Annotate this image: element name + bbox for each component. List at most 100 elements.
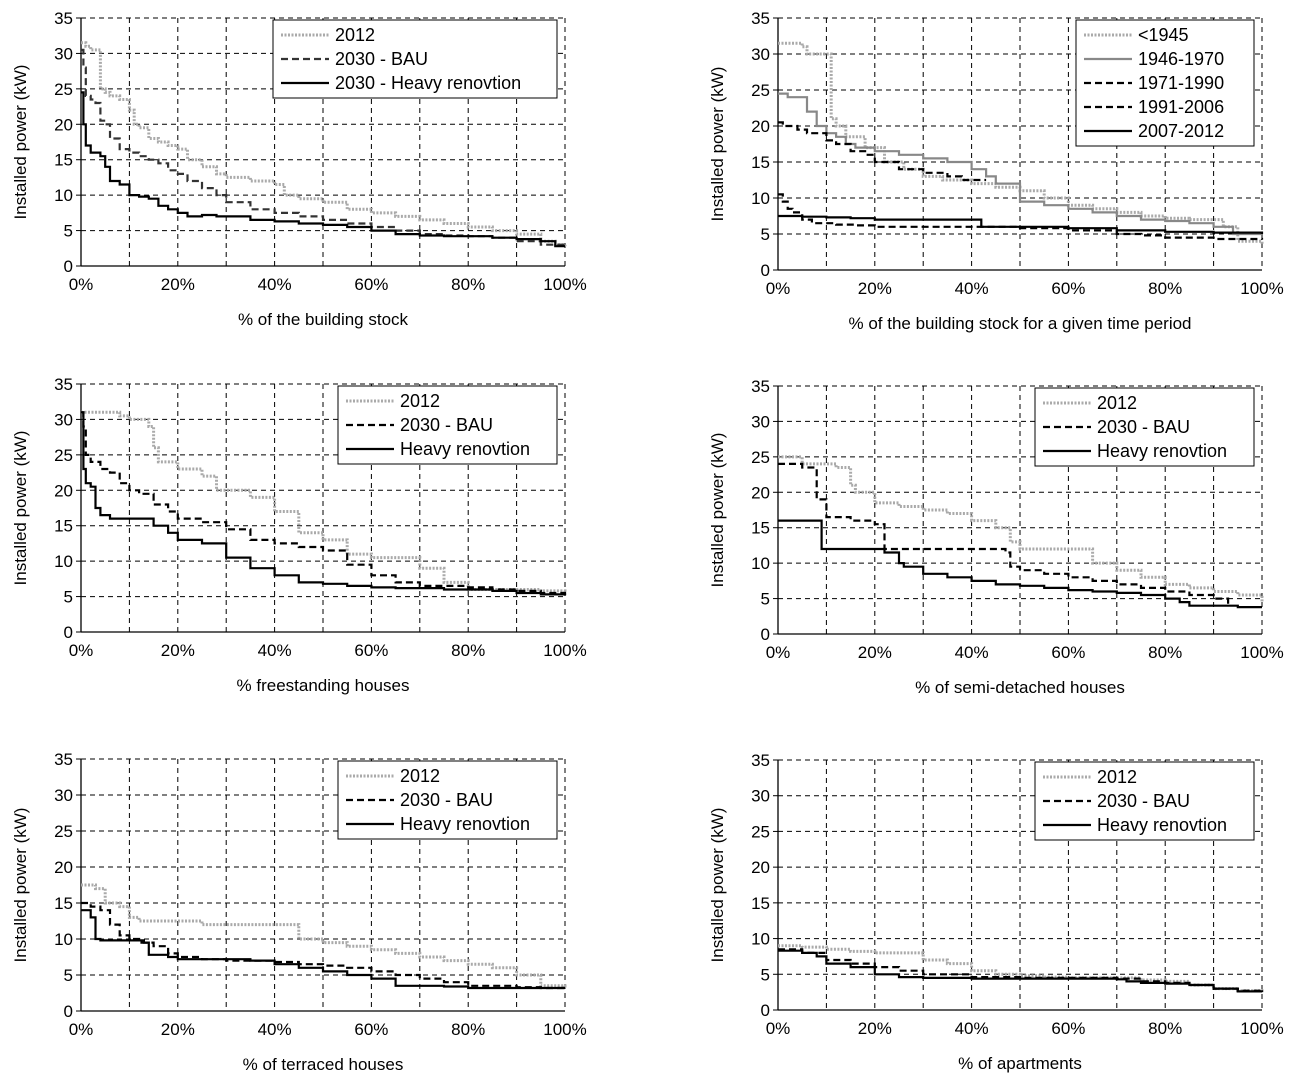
series-line-2 — [778, 92, 1262, 236]
y-tick-label: 15 — [54, 517, 73, 536]
x-tick-label: 20% — [858, 643, 892, 662]
y-tick-label: 35 — [751, 9, 770, 28]
y-tick-label: 25 — [751, 448, 770, 467]
y-tick-label: 5 — [64, 588, 73, 607]
x-tick-label: 80% — [1148, 279, 1182, 298]
series-line-2 — [81, 901, 565, 990]
y-tick-label: 0 — [64, 257, 73, 276]
x-tick-label: 40% — [258, 275, 292, 294]
x-tick-label: 40% — [258, 641, 292, 660]
y-tick-label: 35 — [751, 751, 770, 770]
chart-panel-1: 0 5 10 15 20 25 30 35 0% 20% 40% 60% 80% 100% % of the… — [11, 9, 587, 329]
y-tick-label: 20 — [54, 481, 73, 500]
legend-label: 2030 - BAU — [1097, 791, 1190, 811]
y-axis-title: Installed power (kW) — [708, 808, 727, 963]
y-tick-label: 5 — [761, 225, 770, 244]
legend-label: 2030 - BAU — [400, 415, 493, 435]
x-axis-title: % of apartments — [958, 1054, 1082, 1073]
x-axis-title: % of the building stock — [238, 310, 409, 329]
series-line-1 — [81, 410, 567, 593]
legend-label: 2012 — [400, 391, 440, 411]
y-tick-label: 10 — [751, 189, 770, 208]
x-axis-title: % of semi-detached houses — [915, 678, 1125, 697]
y-tick-label: 10 — [54, 552, 73, 571]
y-axis-title: Installed power (kW) — [11, 431, 30, 586]
y-tick-label: 15 — [751, 519, 770, 538]
y-axis-title: Installed power (kW) — [11, 808, 30, 963]
legend-label: 2012 — [335, 25, 375, 45]
y-tick-label: 0 — [761, 1001, 770, 1020]
legend-label: Heavy renovtion — [400, 814, 530, 834]
legend-label: 2012 — [1097, 767, 1137, 787]
series-line-4 — [778, 193, 1264, 241]
x-tick-label: 20% — [161, 275, 195, 294]
x-tick-label: 100% — [543, 275, 586, 294]
x-axis-title: % of the building stock for a given time… — [848, 314, 1191, 333]
series-line-3 — [81, 411, 567, 596]
x-tick-label: 0% — [69, 275, 94, 294]
legend-label: 1946-1970 — [1138, 49, 1224, 69]
y-tick-label: 0 — [64, 1002, 73, 1021]
legend-label: 2007-2012 — [1138, 121, 1224, 141]
x-tick-label: 60% — [354, 1020, 388, 1039]
legend-label: Heavy renovtion — [1097, 815, 1227, 835]
x-tick-label: 60% — [1051, 643, 1085, 662]
x-axis-title: % of terraced houses — [243, 1055, 404, 1073]
series-line-3 — [778, 949, 1264, 993]
x-tick-label: 40% — [955, 279, 989, 298]
x-tick-label: 40% — [258, 1020, 292, 1039]
y-tick-label: 35 — [54, 375, 73, 394]
y-tick-label: 5 — [761, 965, 770, 984]
chart-panel-5: 0 5 10 15 20 25 30 35 0% 20% 40% 60% 80% 100% % of ter… — [11, 750, 587, 1073]
series-line-1 — [778, 41, 1264, 245]
y-tick-label: 20 — [751, 483, 770, 502]
legend-label: 2030 - BAU — [400, 790, 493, 810]
x-tick-label: 20% — [858, 1019, 892, 1038]
y-tick-label: 25 — [54, 822, 73, 841]
series-line-1 — [81, 883, 567, 988]
y-tick-label: 5 — [761, 590, 770, 609]
legend-box — [1034, 761, 1255, 841]
legend-label: 2012 — [400, 766, 440, 786]
x-tick-label: 100% — [543, 1020, 586, 1039]
y-tick-label: 25 — [751, 822, 770, 841]
series-line-3 — [778, 121, 987, 182]
y-axis-title: Installed power (kW) — [708, 433, 727, 588]
x-tick-label: 100% — [543, 641, 586, 660]
x-tick-label: 60% — [354, 641, 388, 660]
y-tick-label: 10 — [54, 186, 73, 205]
x-tick-label: 0% — [766, 279, 791, 298]
x-tick-label: 60% — [1051, 1019, 1085, 1038]
series-line-2 — [778, 462, 1230, 606]
y-tick-label: 15 — [54, 894, 73, 913]
series-line-1 — [81, 41, 567, 247]
x-tick-label: 20% — [161, 641, 195, 660]
y-tick-label: 30 — [751, 787, 770, 806]
legend-label: 1971-1990 — [1138, 73, 1224, 93]
y-tick-label: 0 — [761, 261, 770, 280]
x-tick-label: 60% — [1051, 279, 1085, 298]
x-tick-label: 0% — [766, 1019, 791, 1038]
y-tick-label: 35 — [54, 750, 73, 769]
y-tick-label: 35 — [54, 9, 73, 28]
x-tick-label: 40% — [955, 1019, 989, 1038]
series-line-2 — [81, 48, 567, 247]
x-tick-label: 0% — [69, 1020, 94, 1039]
y-tick-label: 30 — [54, 786, 73, 805]
x-tick-label: 80% — [451, 275, 485, 294]
y-axis-title: Installed power (kW) — [708, 67, 727, 222]
legend-label: Heavy renovtion — [1097, 441, 1227, 461]
y-tick-label: 10 — [751, 554, 770, 573]
y-tick-label: 30 — [751, 45, 770, 64]
x-tick-label: 0% — [766, 643, 791, 662]
legend-label: 2030 - BAU — [335, 49, 428, 69]
y-tick-label: 30 — [54, 410, 73, 429]
x-tick-label: 80% — [451, 641, 485, 660]
x-tick-label: 20% — [858, 279, 892, 298]
series-line-2 — [81, 411, 567, 596]
y-tick-label: 25 — [54, 446, 73, 465]
y-tick-label: 0 — [761, 625, 770, 644]
x-axis-title: % freestanding houses — [237, 676, 410, 695]
y-axis-title: Installed power (kW) — [11, 65, 30, 220]
